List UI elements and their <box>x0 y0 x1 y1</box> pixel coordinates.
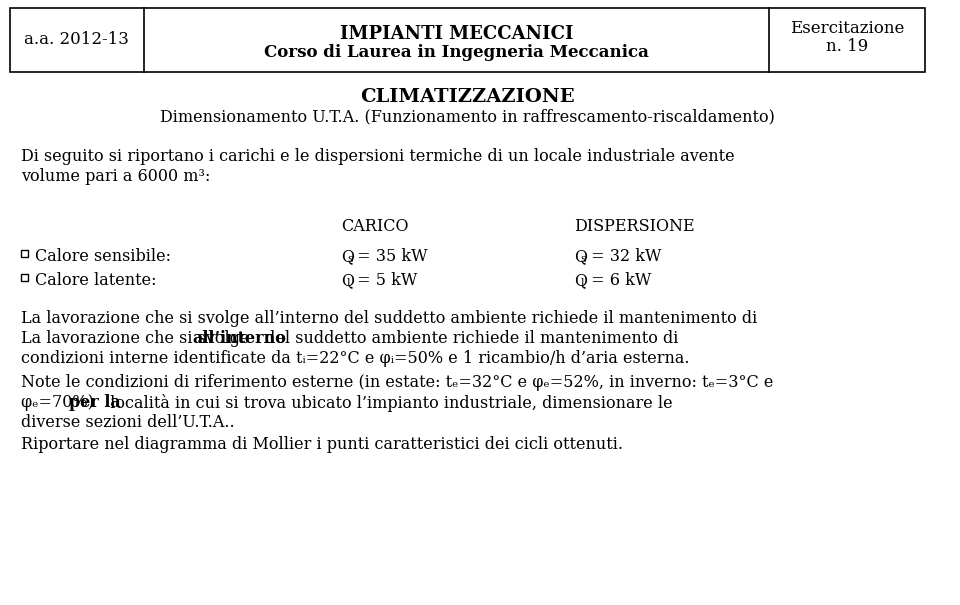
Text: condizioni interne identificate da tᵢ=22°C e φᵢ=50% e 1 ricambio/h d’aria estern: condizioni interne identificate da tᵢ=22… <box>21 350 690 367</box>
Text: Q: Q <box>341 272 353 289</box>
Text: Calore sensibile:: Calore sensibile: <box>36 248 171 265</box>
Text: per la: per la <box>68 394 120 411</box>
Text: La lavorazione che si svolge all’interno del suddetto ambiente richiede il mante: La lavorazione che si svolge all’interno… <box>21 310 757 327</box>
Text: s: s <box>347 254 352 264</box>
Text: φₑ=70%): φₑ=70%) <box>21 394 100 411</box>
Text: CLIMATIZZAZIONE: CLIMATIZZAZIONE <box>360 88 575 106</box>
Text: Calore latente:: Calore latente: <box>36 272 156 289</box>
Text: CARICO: CARICO <box>341 218 408 235</box>
Text: La lavorazione che si svolge: La lavorazione che si svolge <box>21 330 255 347</box>
Bar <box>21 250 28 257</box>
Bar <box>10 8 924 72</box>
Text: = 32 kW: = 32 kW <box>586 248 661 265</box>
Text: Q: Q <box>341 248 353 265</box>
Text: Di seguito si riportano i carichi e le dispersioni termiche di un locale industr: Di seguito si riportano i carichi e le d… <box>21 148 735 165</box>
Text: del suddetto ambiente richiede il mantenimento di: del suddetto ambiente richiede il manten… <box>260 330 678 347</box>
Text: = 35 kW: = 35 kW <box>352 248 427 265</box>
Text: Q: Q <box>574 272 588 289</box>
Text: Esercitazione: Esercitazione <box>790 20 904 37</box>
Text: IMPIANTI MECCANICI: IMPIANTI MECCANICI <box>340 25 573 43</box>
Text: n. 19: n. 19 <box>826 38 868 55</box>
Text: l: l <box>347 278 350 289</box>
Text: Q: Q <box>574 248 588 265</box>
Text: = 5 kW: = 5 kW <box>352 272 418 289</box>
Text: diverse sezioni dell’U.T.A..: diverse sezioni dell’U.T.A.. <box>21 414 235 431</box>
Text: DISPERSIONE: DISPERSIONE <box>574 218 695 235</box>
Text: Corso di Laurea in Ingegneria Meccanica: Corso di Laurea in Ingegneria Meccanica <box>264 44 649 61</box>
Text: = 6 kW: = 6 kW <box>586 272 651 289</box>
Bar <box>21 274 28 281</box>
Text: l: l <box>581 278 584 289</box>
Text: a.a. 2012-13: a.a. 2012-13 <box>24 31 130 48</box>
Text: volume pari a 6000 m³:: volume pari a 6000 m³: <box>21 168 211 185</box>
Text: Riportare nel diagramma di Mollier i punti caratteristici dei cicli ottenuti.: Riportare nel diagramma di Mollier i pun… <box>21 436 623 453</box>
Text: Note le condizioni di riferimento esterne (in estate: tₑ=32°C e φₑ=52%, in inver: Note le condizioni di riferimento estern… <box>21 374 774 391</box>
Text: all’interno: all’interno <box>192 330 286 347</box>
Text: s: s <box>581 254 587 264</box>
Text: località in cui si trova ubicato l’impianto industriale, dimensionare le: località in cui si trova ubicato l’impia… <box>106 394 673 412</box>
Text: Dimensionamento U.T.A. (Funzionamento in raffrescamento-riscaldamento): Dimensionamento U.T.A. (Funzionamento in… <box>160 108 775 125</box>
